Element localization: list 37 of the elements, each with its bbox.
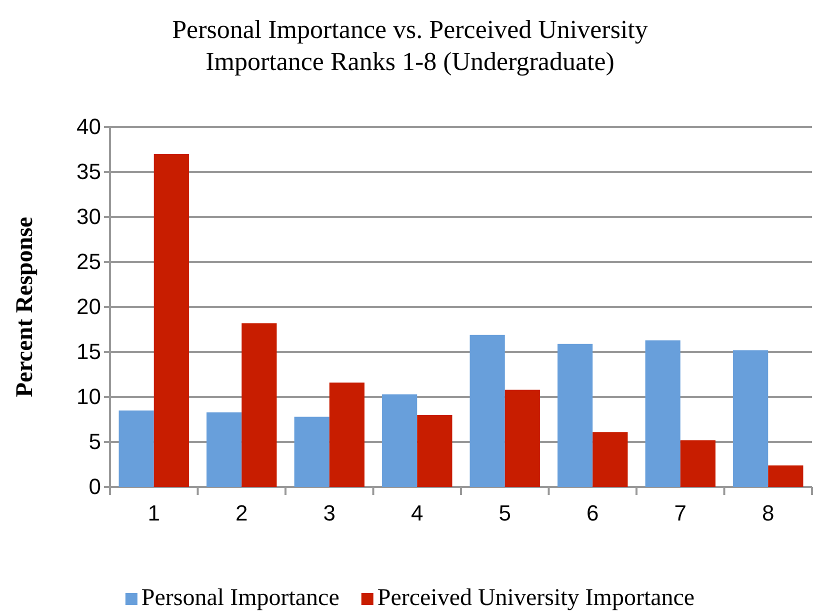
bar bbox=[329, 382, 364, 487]
y-tick-label: 30 bbox=[76, 204, 101, 230]
bar bbox=[680, 440, 716, 487]
y-tick-label: 10 bbox=[76, 384, 101, 410]
x-tick-label: 4 bbox=[411, 500, 424, 526]
bar bbox=[768, 465, 804, 487]
x-tick-label: 6 bbox=[586, 500, 599, 526]
x-tick-label: 3 bbox=[323, 500, 336, 526]
x-tick-label: 1 bbox=[148, 500, 160, 526]
y-tick-label: 40 bbox=[76, 114, 101, 140]
bar bbox=[592, 432, 628, 487]
x-tick-label: 8 bbox=[762, 500, 774, 526]
legend-label: Perceived University Importance bbox=[377, 585, 695, 611]
bar bbox=[382, 394, 418, 487]
x-tick-label: 5 bbox=[498, 500, 511, 526]
bar bbox=[242, 323, 277, 487]
bar bbox=[645, 340, 680, 487]
y-tick-label: 0 bbox=[88, 474, 101, 500]
bar bbox=[417, 415, 452, 487]
chart-title: Personal Importance vs. Perceived University Importance Ranks 1-8 (Undergraduate) bbox=[172, 15, 648, 76]
y-tick-label: 25 bbox=[76, 249, 101, 274]
bar bbox=[294, 416, 330, 487]
bar bbox=[154, 154, 189, 487]
bar bbox=[504, 390, 540, 487]
legend-label: Personal Importance bbox=[141, 585, 340, 611]
y-tick-label: 20 bbox=[76, 294, 101, 320]
y-axis-title: Percent Response bbox=[12, 216, 38, 398]
bar bbox=[206, 412, 242, 487]
bar bbox=[558, 344, 593, 487]
x-tick-label: 7 bbox=[674, 500, 686, 526]
bar bbox=[470, 334, 505, 487]
y-tick-label: 35 bbox=[76, 159, 101, 184]
x-tick-label: 2 bbox=[236, 500, 248, 526]
bar bbox=[733, 350, 768, 487]
y-tick-label: 5 bbox=[88, 429, 101, 454]
bar bbox=[118, 410, 154, 487]
y-tick-label: 15 bbox=[76, 339, 101, 364]
